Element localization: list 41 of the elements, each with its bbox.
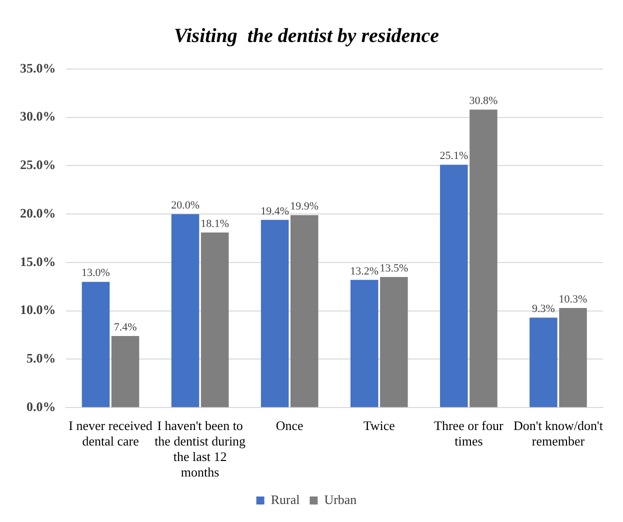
bar (559, 308, 587, 408)
bar (260, 220, 289, 408)
data-label: 20.0% (171, 200, 200, 212)
x-tick-label: I haven't been to the dentist during the last 12 months (154, 418, 246, 480)
bar (111, 336, 140, 408)
bar (200, 232, 229, 408)
y-tick-label: 0.0% (26, 398, 56, 414)
bar (440, 164, 468, 408)
x-tick-label: Don't know/don't remember (513, 418, 604, 448)
data-label: 13.0% (82, 267, 110, 280)
data-label: 30.8% (469, 95, 498, 108)
data-label: 18.1% (200, 218, 230, 230)
data-label: 13.5% (380, 262, 408, 274)
x-tick-label: I never received dental care (68, 418, 153, 448)
data-label: 19.9% (290, 200, 319, 212)
bar (290, 215, 318, 408)
x-tick-label: Twice (363, 418, 396, 433)
y-tick-label: 30.0% (20, 108, 56, 124)
x-tick-label: Three or four times (434, 418, 504, 448)
data-label: 13.2% (350, 265, 379, 278)
data-label: 7.4% (114, 321, 137, 334)
y-tick-label: 35.0% (20, 60, 56, 76)
y-tick-label: 5.0% (26, 350, 56, 366)
data-label: 25.1% (440, 150, 468, 162)
y-tick-label: 25.0% (20, 157, 56, 172)
y-tick-label: 20.0% (20, 205, 56, 220)
y-tick-label: 10.0% (20, 302, 56, 318)
bar (350, 280, 378, 408)
legend-label: Urban (324, 492, 358, 507)
y-tick-label: 15.0% (20, 254, 56, 269)
bar (82, 282, 110, 408)
chart-title: Visiting the dentist by residence (174, 25, 440, 48)
legend-label: Rural (270, 492, 300, 507)
data-label: 10.3% (558, 293, 588, 306)
bar (380, 276, 408, 408)
x-tick-label: Once (276, 418, 304, 433)
bar (530, 318, 558, 408)
data-label: 19.4% (260, 205, 290, 218)
data-label: 9.3% (532, 303, 555, 316)
bar (470, 110, 498, 408)
bar (171, 214, 200, 408)
